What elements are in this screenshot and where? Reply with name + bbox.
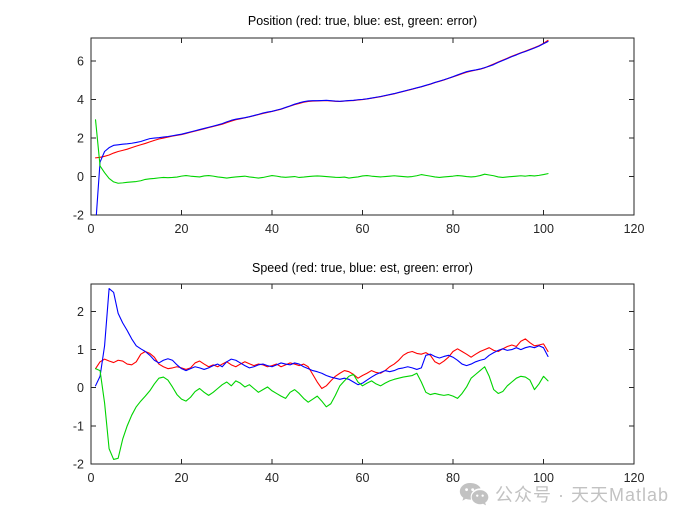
axes-frame: [90, 283, 635, 465]
x-tick-label: 80: [446, 471, 460, 485]
series-error-line: [94, 119, 549, 184]
position-axes: 0 20 40 60 80 100 120 -2 0 2 4 6: [73, 37, 645, 236]
x-tick-label: 120: [624, 222, 645, 236]
x-tick-label: 20: [175, 471, 189, 485]
y-tick-label: 0: [77, 381, 84, 395]
series-est-line: [95, 40, 549, 215]
position-plot-title: Position (red: true, blue: est, green: e…: [247, 14, 478, 28]
y-tick-label: -1: [73, 419, 84, 433]
axes-frame: [90, 37, 635, 216]
x-tick-label: 60: [356, 222, 370, 236]
x-tick-label: 0: [88, 471, 95, 485]
speed-plot-title: Speed (red: true, blue: est, green: erro…: [252, 261, 473, 275]
x-tick-label: 40: [265, 222, 279, 236]
watermark: 公众号 · 天天Matlab: [459, 481, 669, 507]
y-tick-label: -2: [73, 209, 84, 223]
x-tick-label: 60: [356, 471, 370, 485]
x-tick-label: 80: [446, 222, 460, 236]
wechat-icon: [459, 481, 489, 507]
series-true-line: [94, 338, 549, 390]
y-tick-label: -2: [73, 458, 84, 472]
x-tick-label: 100: [533, 471, 554, 485]
y-tick-label: 0: [77, 170, 84, 184]
y-tick-label: 2: [77, 305, 84, 319]
x-tick-label: 40: [265, 471, 279, 485]
y-tick-label: 1: [77, 343, 84, 357]
x-tick-label: 0: [88, 222, 95, 236]
series-est-line: [94, 288, 549, 387]
y-tick-label: 4: [77, 93, 84, 107]
series-true-line: [94, 39, 549, 159]
x-tick-label: 120: [624, 471, 645, 485]
x-tick-label: 100: [533, 222, 554, 236]
series-error-line: [94, 366, 549, 460]
speed-axes: 0 20 40 60 80 100 120 -2 -1 0 1 2: [73, 283, 645, 485]
y-tick-label: 2: [77, 132, 84, 146]
watermark-text: 公众号 · 天天Matlab: [495, 485, 670, 505]
y-tick-label: 6: [77, 55, 84, 69]
x-tick-label: 20: [175, 222, 189, 236]
